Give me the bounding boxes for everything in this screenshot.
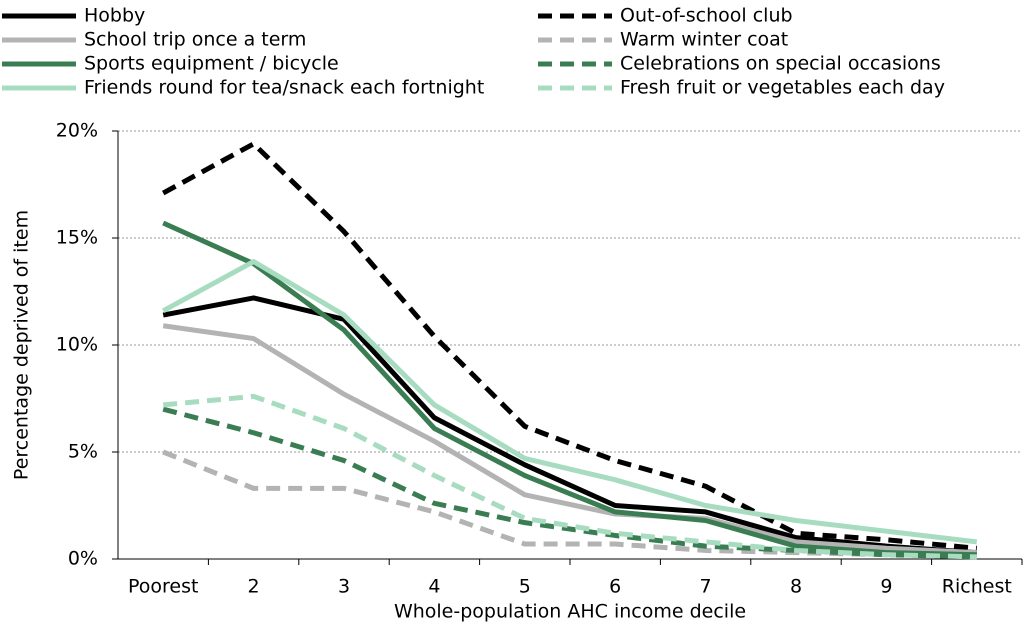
legend-label: Friends round for tea/snack each fortnig… [84,77,484,99]
x-tick-label: 5 [519,576,531,598]
legend-label: Celebrations on special occasions [620,53,941,75]
y-tick-label: 15% [56,227,98,249]
x-tick-label: Richest [942,576,1012,598]
line-series [162,406,977,560]
line-series [162,220,977,558]
legend-label: Hobby [84,5,145,27]
legend-label: School trip once a term [84,29,306,51]
x-axis-label: Whole-population AHC income decile [394,601,746,623]
line-series [162,295,977,556]
x-tick-label: 9 [880,576,892,598]
line-series [162,323,977,556]
y-tick-label: 20% [56,120,98,142]
line-series [162,259,978,545]
x-tick-label: Poorest [128,576,198,598]
y-tick-label: 5% [68,441,98,463]
legend-label: Warm winter coat [620,29,788,51]
legend-label: Sports equipment / bicycle [84,53,339,75]
x-tick-label: 4 [428,576,440,598]
x-tick-label: 6 [609,576,621,598]
legend-label: Fresh fruit or vegetables each day [620,77,945,99]
line-series [162,141,978,551]
x-tick-label: 2 [248,576,260,598]
x-tick-label: 7 [700,576,712,598]
y-tick-label: 0% [68,548,98,570]
y-tick-label: 10% [56,334,98,356]
legend-label: Out-of-school club [620,5,793,27]
line-series [162,393,977,560]
y-axis-label: Percentage deprived of item [11,210,33,480]
x-tick-label: 8 [790,576,802,598]
x-tick-label: 3 [338,576,350,598]
